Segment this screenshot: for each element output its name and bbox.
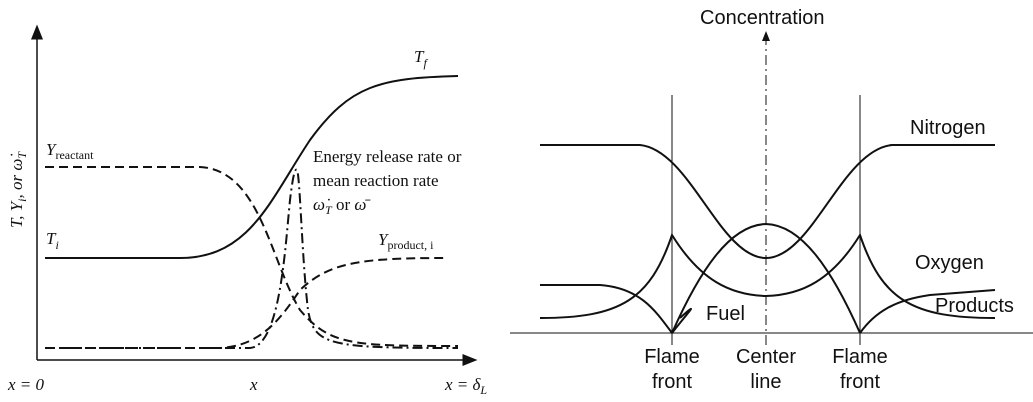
- right-panel: Concentration Nitrogen Oxygen Products F…: [510, 7, 1033, 393]
- marker-label: line: [750, 371, 781, 393]
- x-start-label: x = 0: [7, 375, 45, 394]
- marker-label: front: [840, 371, 880, 393]
- t-initial-label: Ti: [46, 229, 59, 252]
- energy-label: ω̇T or ω̄: [313, 195, 371, 217]
- x-mid-label: x: [249, 375, 258, 394]
- product-label: Yproduct, i: [378, 230, 434, 252]
- curve-label: Nitrogen: [910, 117, 986, 139]
- t-final-label: Tf: [414, 47, 428, 70]
- products-curve: [539, 232, 996, 319]
- marker-label: Flame: [832, 346, 888, 368]
- reactant-label: Yreactant: [46, 140, 94, 162]
- marker-label: Flame: [644, 346, 700, 368]
- fuel-curve: [671, 222, 861, 334]
- marker-label: front: [652, 371, 692, 393]
- y-axis-label: Concentration: [700, 7, 825, 29]
- x-end-label: x = δL: [444, 375, 487, 397]
- curve-label: Oxygen: [915, 252, 984, 274]
- nitrogen-curve: [540, 144, 995, 260]
- curve-label: Products: [935, 295, 1014, 317]
- marker-label: Center: [736, 346, 796, 368]
- y-axis-label: T, Yi, or ω̇T: [7, 151, 29, 228]
- oxygen-curve: [540, 284, 996, 335]
- left-panel: T, Yi, or ω̇T Tf Ti Yreactant Yproduct, …: [7, 24, 487, 397]
- reactant-curve: [45, 166, 459, 347]
- temperature-curve: [45, 75, 459, 259]
- product-curve: [45, 257, 449, 349]
- energy-label: mean reaction rate: [313, 171, 439, 190]
- energy-label: Energy release rate or: [313, 147, 462, 166]
- curve-label: Fuel: [706, 303, 745, 325]
